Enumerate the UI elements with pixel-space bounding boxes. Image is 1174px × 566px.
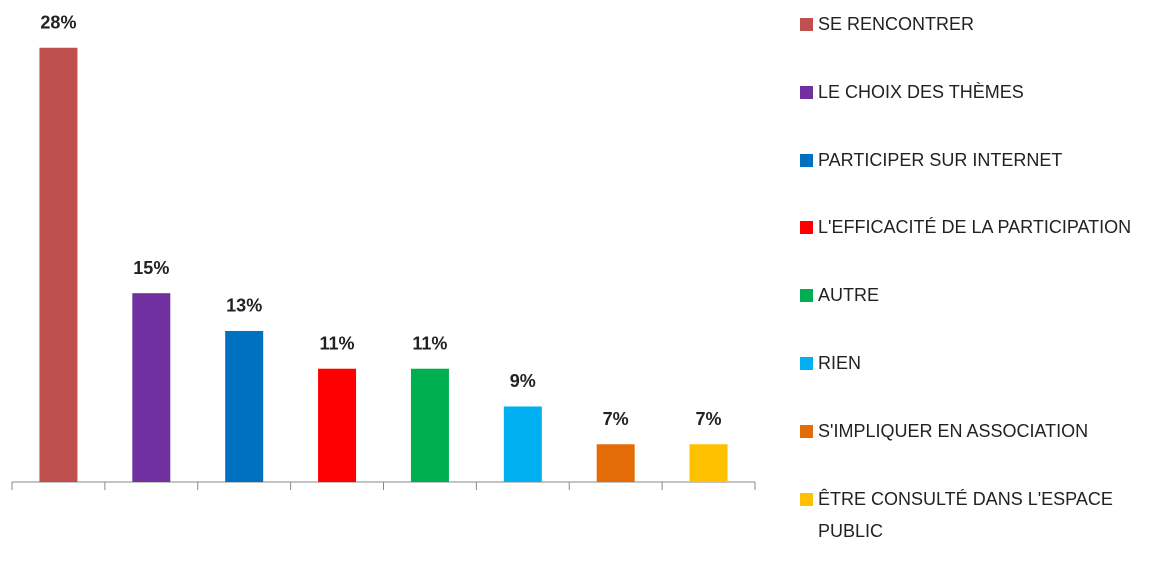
data-label: 13%	[226, 296, 262, 316]
legend-swatch	[800, 289, 813, 303]
legend-label: S'IMPLIQUER EN ASSOCIATION	[818, 420, 1089, 441]
legend-label: L'EFFICACITÉ DE LA PARTICIPATION	[818, 217, 1132, 238]
legend-item: S'IMPLIQUER EN ASSOCIATION	[800, 415, 1163, 447]
legend-item: AUTRE	[800, 279, 1163, 311]
data-label: 7%	[696, 409, 722, 429]
bar	[596, 444, 635, 482]
data-label: 11%	[412, 333, 447, 353]
bar	[318, 368, 357, 482]
bar	[503, 406, 542, 482]
legend-label: AUTRE	[818, 285, 880, 306]
legend-swatch	[800, 424, 813, 438]
bar	[132, 293, 171, 482]
legend-label: SE RENCONTRER	[818, 14, 975, 34]
data-label: 9%	[510, 371, 536, 391]
legend-label: PARTICIPER SUR INTERNET	[818, 149, 1063, 170]
data-label: 28%	[40, 13, 76, 33]
legend-swatch	[800, 153, 813, 167]
legend-swatch	[800, 357, 813, 370]
legend-swatch	[800, 85, 813, 99]
legend: SE RENCONTRER LE CHOIX DES THÈMES PARTICIP…	[800, 0, 1170, 566]
data-label: 15%	[133, 258, 169, 278]
chart: 28% 15% 13% 11% 11% 9% 7% 7%	[11, 13, 756, 490]
data-label: 7%	[603, 409, 629, 429]
bar	[225, 330, 264, 482]
legend-item: L'EFFICACITÉ DE LA PARTICIPATION	[800, 211, 1163, 243]
data-label: 11%	[320, 333, 355, 353]
legend-item: PARTICIPER SUR INTERNET	[800, 144, 1163, 176]
legend-label: RIEN	[818, 353, 862, 373]
legend-item: RIEN	[800, 347, 1163, 379]
bar	[39, 47, 78, 482]
legend-item: SE RENCONTRER	[800, 8, 1163, 40]
legend-item: LE CHOIX DES THÈMES	[800, 76, 1163, 108]
legend-swatch	[800, 492, 813, 506]
legend-label: ÊTRE CONSULTÉ DANS L'ESPACE PUBLIC	[818, 488, 1113, 541]
legend-swatch	[800, 18, 813, 31]
legend-label: LE CHOIX DES THÈMES	[818, 81, 1024, 102]
legend-swatch	[800, 221, 813, 235]
bar	[410, 368, 449, 482]
bar	[689, 444, 728, 482]
legend-item: ÊTRE CONSULTÉ DANS L'ESPACE PUBLIC	[800, 483, 1163, 547]
